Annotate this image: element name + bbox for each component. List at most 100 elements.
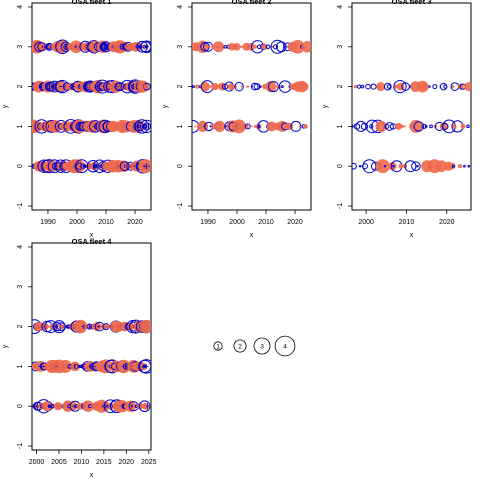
panel-title: OSA fleet 1 — [72, 0, 112, 6]
residual-marker — [247, 85, 250, 88]
y-tick-label: 0 — [17, 404, 24, 408]
residual-marker — [400, 124, 404, 129]
y-tick-label: 2 — [337, 85, 344, 89]
residual-marker — [353, 84, 358, 89]
y-axis-label: y — [2, 104, 9, 108]
x-tick-label: 2010 — [399, 219, 415, 226]
plot-frame — [31, 2, 152, 211]
residual-marker — [443, 84, 448, 89]
residual-marker — [251, 125, 253, 128]
residual-marker — [392, 164, 395, 168]
residual-marker — [298, 125, 301, 128]
plot-frame — [31, 242, 152, 451]
residual-marker — [360, 84, 365, 89]
residual-marker — [209, 125, 212, 128]
residual-marker — [359, 165, 362, 168]
residual-marker — [352, 162, 357, 170]
residual-marker — [250, 82, 259, 91]
residual-marker — [464, 82, 471, 92]
x-tick-label: 2000 — [29, 459, 45, 466]
x-tick-label: 2020 — [119, 459, 135, 466]
residual-marker — [209, 85, 212, 88]
panel-4: OSA fleet 4 2000 2005 2010 2015 2020 2025 -1 0 1 2… — [2, 237, 157, 479]
x-axis-label: x — [250, 232, 254, 239]
marker-layer — [352, 79, 471, 174]
x-axis-label: x — [90, 472, 94, 479]
residual-marker — [234, 81, 244, 92]
x-tick-label: 2020 — [439, 219, 455, 226]
residual-marker — [129, 404, 134, 409]
legend-circle — [233, 339, 247, 353]
residual-marker — [457, 164, 462, 169]
residual-marker — [452, 124, 457, 129]
residual-marker — [451, 164, 456, 168]
residual-marker — [130, 405, 134, 408]
residual-marker — [457, 83, 464, 90]
y-tick-label: -1 — [17, 203, 24, 209]
residual-marker — [208, 45, 211, 48]
y-tick-label: -1 — [177, 203, 184, 209]
residual-marker — [200, 81, 210, 92]
residual-marker — [192, 85, 195, 89]
legend-label: 3 — [260, 344, 264, 351]
x-axis-label: x — [410, 232, 414, 239]
residual-marker — [441, 122, 449, 130]
legend-label: 2 — [238, 344, 242, 351]
legend-circle — [253, 337, 271, 355]
residual-marker — [139, 319, 151, 334]
y-tick-label: 4 — [177, 5, 184, 9]
y-tick-label: 2 — [177, 85, 184, 89]
legend-circle — [213, 341, 223, 351]
residual-marker — [140, 119, 151, 134]
x-tick-label: 1990 — [200, 219, 216, 226]
residual-marker — [105, 324, 110, 329]
residual-marker — [45, 325, 49, 328]
residual-marker — [375, 120, 387, 132]
x-tick-label: 2000 — [69, 219, 85, 226]
residual-marker — [134, 119, 150, 134]
y-tick-label: 1 — [177, 124, 184, 128]
residual-marker — [84, 325, 87, 328]
x-tick-label: 2010 — [98, 219, 114, 226]
residual-marker — [413, 121, 425, 132]
residual-marker — [467, 164, 471, 168]
residual-marker — [463, 164, 466, 168]
residual-marker — [256, 44, 262, 50]
residual-marker — [265, 81, 277, 93]
residual-marker — [411, 161, 421, 172]
panel-1: OSA fleet 1 1990 2000 2010 2020 -1 0 1 2 3 4 x y — [2, 0, 152, 239]
residual-marker — [429, 124, 433, 129]
marker-layer — [192, 39, 311, 134]
residual-marker — [244, 123, 251, 130]
y-tick-label: 1 — [17, 364, 24, 368]
residual-marker — [223, 44, 228, 49]
residual-marker — [280, 85, 284, 89]
residual-marker — [140, 405, 143, 408]
residual-marker — [383, 165, 387, 168]
residual-marker — [196, 40, 209, 53]
residual-marker — [369, 124, 374, 129]
residual-marker — [383, 82, 392, 91]
residual-marker — [253, 44, 257, 49]
residual-marker — [140, 40, 151, 54]
residual-marker — [141, 123, 148, 130]
residual-marker — [360, 122, 369, 131]
residual-marker — [303, 124, 308, 129]
y-tick-label: -1 — [17, 443, 24, 449]
residual-marker — [220, 45, 223, 48]
residual-marker — [213, 84, 220, 90]
y-tick-label: 3 — [17, 285, 24, 289]
x-tick-label: 2000 — [358, 219, 374, 226]
residual-marker — [421, 123, 427, 129]
marker-layer — [32, 39, 151, 174]
residual-marker — [238, 122, 246, 130]
panel-title: OSA fleet 2 — [232, 0, 272, 6]
y-tick-label: 1 — [337, 124, 344, 128]
y-axis-label: y — [322, 104, 329, 108]
residual-marker — [466, 124, 470, 129]
residual-marker — [275, 41, 287, 53]
size-legend: 1 2 3 4 — [213, 335, 296, 357]
y-axis-label: y — [162, 104, 169, 108]
y-tick-label: 1 — [17, 124, 24, 128]
